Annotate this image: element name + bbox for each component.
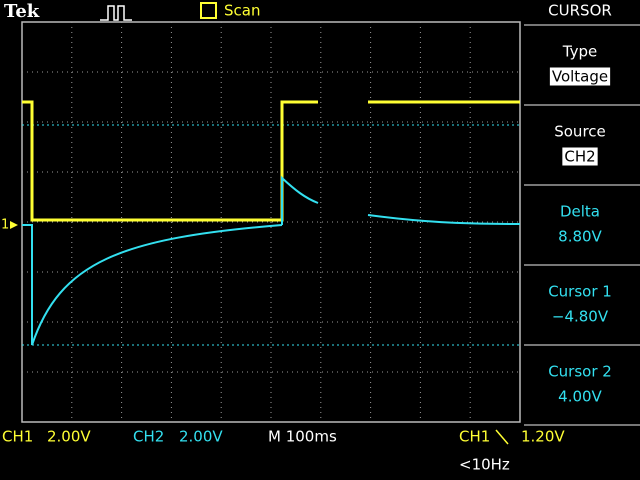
mode: Scan (224, 2, 260, 20)
trigger-source: CH1 (459, 428, 490, 446)
brand: Tek (4, 1, 40, 22)
ch2-channel: CH2 (133, 428, 164, 446)
menu-value-highlight (562, 147, 598, 166)
ground-marker: 1 (1, 218, 9, 233)
menu-label: Delta (560, 203, 600, 221)
ch1-channel: CH1 (2, 428, 33, 446)
trigger-level: 1.20V (521, 428, 565, 446)
menu-value: 4.00V (558, 388, 602, 406)
menu-value-highlight (549, 67, 611, 86)
ground-arrow (10, 221, 18, 229)
timebase: M 100ms (268, 428, 337, 446)
trigger-slope-icon (495, 429, 509, 445)
menu-label: Type (562, 43, 597, 61)
graticule (21, 21, 521, 423)
ch2-scale: 2.00V (179, 428, 223, 446)
menu-label: Cursor 2 (548, 363, 612, 381)
menu-label: Cursor 1 (548, 283, 612, 301)
menu-value: CH2 (564, 148, 595, 166)
ch1-trace (22, 100, 520, 222)
ch2-trace (22, 175, 521, 346)
menu-label: Source (554, 123, 606, 141)
mode-icon (200, 2, 217, 19)
menu-value: 8.80V (558, 228, 602, 246)
acquire-icon (100, 5, 132, 21)
menu-value: Voltage (552, 68, 608, 86)
menu-title: CURSOR (548, 2, 612, 20)
ch1-scale: 2.00V (47, 428, 91, 446)
frequency: <10Hz (459, 456, 510, 474)
menu-value: −4.80V (552, 308, 609, 326)
